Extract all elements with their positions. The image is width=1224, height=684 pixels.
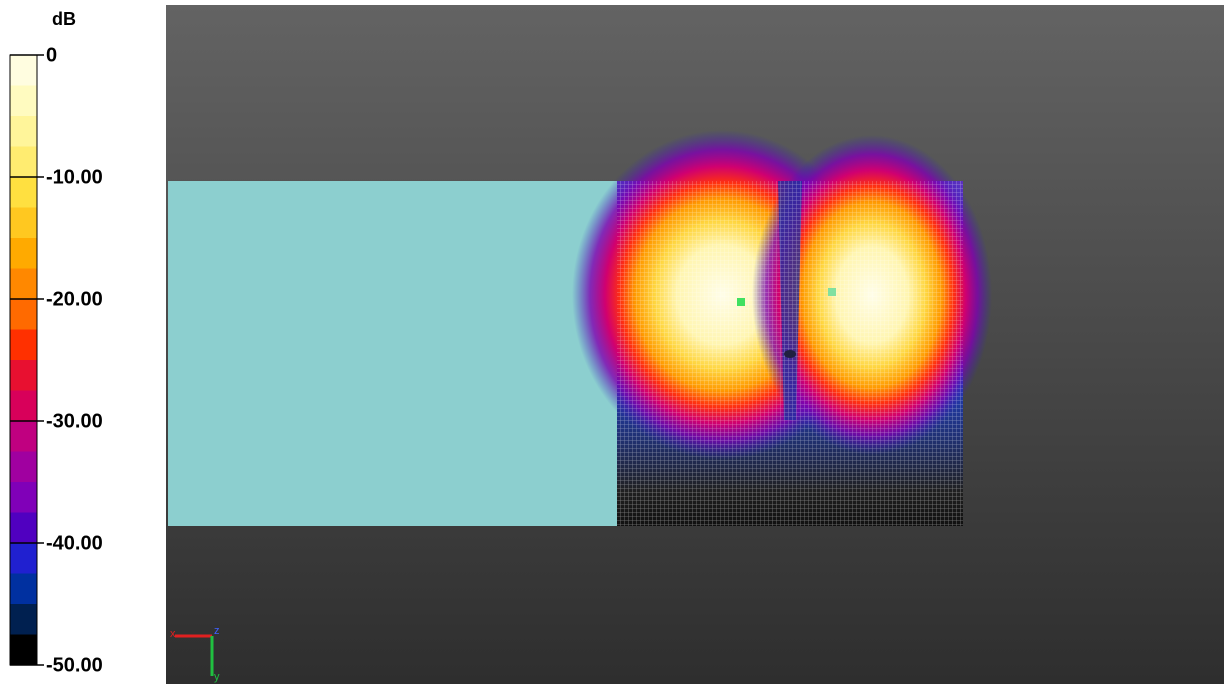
tick-label: -30.00 xyxy=(46,410,103,432)
field xyxy=(572,130,992,526)
tick-label: -20.00 xyxy=(46,288,103,310)
colorbar-band xyxy=(10,360,37,391)
tick-label: -40.00 xyxy=(46,532,103,554)
triad-y: y xyxy=(214,671,220,683)
colorbar-unit: dB xyxy=(52,9,76,29)
colorbar-band xyxy=(10,634,37,666)
colorbar-band xyxy=(10,604,37,635)
colorbar-band xyxy=(10,85,37,117)
colorbar-band xyxy=(10,238,37,269)
tick-label: 0 xyxy=(46,44,57,66)
colorbar-band xyxy=(10,512,37,544)
colorbar-band xyxy=(10,268,37,300)
colorbar-band xyxy=(10,390,37,422)
colorbar-band xyxy=(10,207,37,239)
colorbar-band xyxy=(10,482,37,513)
colorbar-band xyxy=(10,543,37,574)
tick-label: -50.00 xyxy=(46,654,103,676)
colorbar-band xyxy=(10,299,37,330)
colorbar-band xyxy=(10,55,37,86)
axis-triad: x z y xyxy=(170,625,220,683)
colorbar-band xyxy=(10,421,37,452)
tick-label: -10.00 xyxy=(46,166,103,188)
triad-x: x xyxy=(170,628,176,640)
triad-z: z xyxy=(214,625,220,637)
colorbar: 0 -10.00 -20.00 -30.00 -40.00 -50.00 xyxy=(9,44,103,676)
colorbar-band xyxy=(10,329,37,361)
colorbar-band xyxy=(10,146,37,178)
domain xyxy=(168,181,617,526)
colorbar-band xyxy=(10,451,37,483)
colorbar-band xyxy=(10,177,37,208)
colorbar-band xyxy=(10,116,37,147)
colorbar-band xyxy=(10,573,37,605)
